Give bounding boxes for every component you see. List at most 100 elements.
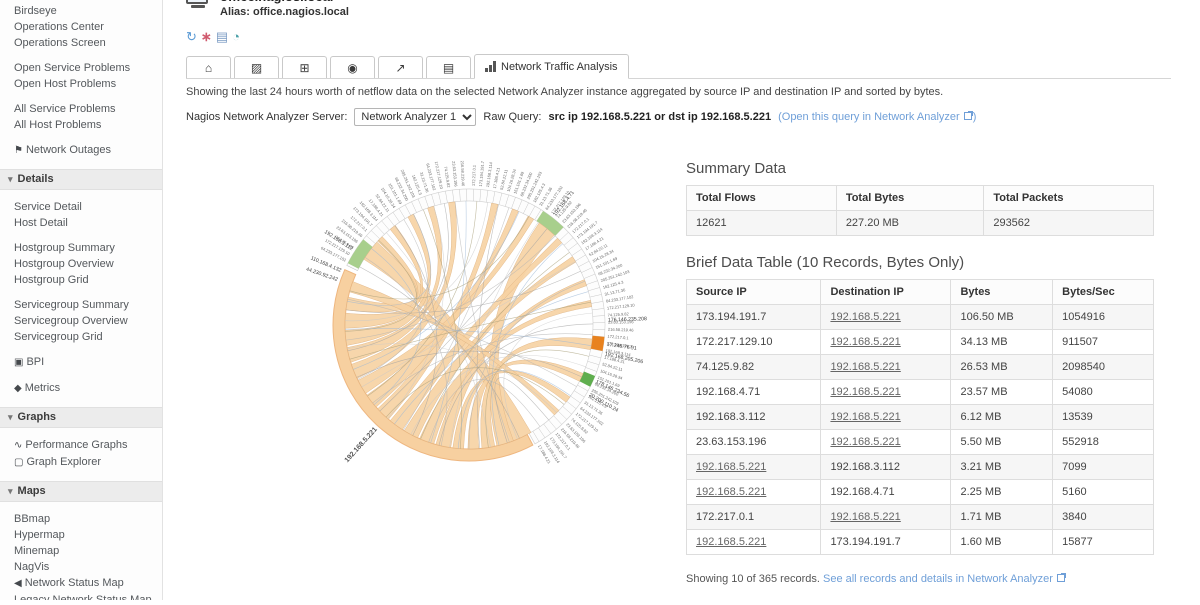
tab-advanced[interactable]: ⊞ [282, 56, 327, 78]
ip-link[interactable]: 192.168.5.221 [830, 436, 900, 448]
sidebar-item-hypermap[interactable]: Hypermap [0, 527, 162, 543]
tab-notes[interactable]: ▤ [426, 56, 471, 78]
tab-overview[interactable]: ⌂ [186, 56, 231, 78]
flag-icon: ⚑ [14, 145, 23, 156]
refresh-icon[interactable]: ↻ [186, 30, 197, 44]
sidebar-item-operations-center[interactable]: Operations Center [0, 19, 162, 35]
ip-link[interactable]: 192.168.5.221 [696, 461, 766, 473]
quick-actions: ↻ ∗ ▤ ◔ [186, 30, 240, 44]
cell: 192.168.5.221 [821, 380, 951, 405]
list-icon: ▤ [443, 61, 454, 75]
cell: 1.71 MB [951, 505, 1053, 530]
sidebar-item-graph-explorer[interactable]: ▢Graph Explorer [0, 454, 162, 471]
cell: 15877 [1053, 530, 1154, 555]
svg-text:172.217.0.1: 172.217.0.1 [607, 334, 629, 341]
chevron-down-icon: ▾ [8, 412, 13, 422]
sidebar-group: ∿Performance Graphs▢Graph Explorer [0, 437, 162, 471]
cell: 192.168.5.221 [821, 330, 951, 355]
netmap-icon: ◀ [14, 578, 22, 589]
sidebar-item-minemap[interactable]: Minemap [0, 543, 162, 559]
sidebar-item-all-host-problems[interactable]: All Host Problems [0, 117, 162, 133]
column-header-total-flows: Total Flows [687, 186, 837, 211]
sidebar-item-metrics[interactable]: ◆Metrics [0, 380, 162, 397]
column-header-destination-ip: Destination IP [821, 280, 951, 305]
records-count-text: Showing 10 of 365 records. [686, 573, 820, 585]
ip-link[interactable]: 192.168.5.221 [696, 486, 766, 498]
ip-link[interactable]: 192.168.5.221 [830, 311, 900, 323]
svg-text:192.168.5.221: 192.168.5.221 [344, 426, 379, 464]
sidebar-item-operations-screen[interactable]: Operations Screen [0, 35, 162, 51]
svg-text:216.58.219.46: 216.58.219.46 [460, 160, 466, 187]
sidebar-item-hostgroup-grid[interactable]: Hostgroup Grid [0, 272, 162, 288]
star-icon[interactable]: ∗ [201, 30, 212, 44]
ip-link[interactable]: 192.168.5.221 [830, 361, 900, 373]
sidebar-item-open-service-problems[interactable]: Open Service Problems [0, 60, 162, 76]
sidebar-item-service-detail[interactable]: Service Detail [0, 199, 162, 215]
sidebar-item-host-detail[interactable]: Host Detail [0, 215, 162, 231]
trend-icon: ↗ [395, 61, 405, 75]
gear-icon: ◉ [347, 61, 357, 75]
cell: 911507 [1053, 330, 1154, 355]
sidebar-item-legacy-network-status-map[interactable]: Legacy Network Status Map [0, 592, 162, 600]
cell: 293562 [984, 211, 1154, 236]
open-query-link[interactable]: (Open this query in Network Analyzer [778, 111, 960, 123]
sidebar-item-servicegroup-summary[interactable]: Servicegroup Summary [0, 297, 162, 313]
cell: 192.168.3.112 [821, 455, 951, 480]
sidebar-item-bpi[interactable]: ▣BPI [0, 354, 162, 371]
sidebar-item-network-status-map[interactable]: ◀Network Status Map [0, 575, 162, 592]
sidebar-item-network-outages[interactable]: ⚑Network Outages [0, 142, 162, 159]
globe-icon[interactable]: ◔ [232, 30, 240, 44]
sidebar-item-hostgroup-overview[interactable]: Hostgroup Overview [0, 256, 162, 272]
sidebar-item-birdseye[interactable]: Birdseye [0, 3, 162, 19]
tab-configure[interactable]: ◉ [330, 56, 375, 78]
see-all-records-link[interactable]: See all records and details in Network A… [823, 573, 1053, 585]
records-footer: Showing 10 of 365 records. See all recor… [686, 573, 1154, 585]
cell: 1.60 MB [951, 530, 1053, 555]
close-paren: ) [973, 111, 977, 123]
analyzer-server-select[interactable]: Network Analyzer 1 [354, 108, 476, 126]
cell: 74.125.9.82 [687, 355, 821, 380]
sidebar-item-open-host-problems[interactable]: Open Host Problems [0, 76, 162, 92]
cell: 192.168.5.221 [821, 355, 951, 380]
sidebar-section-maps[interactable]: ▾Maps [0, 481, 162, 502]
tab-capacity[interactable]: ↗ [378, 56, 423, 78]
svg-text:172.217.0.1: 172.217.0.1 [471, 164, 477, 186]
ip-link[interactable]: 192.168.5.221 [696, 536, 766, 548]
cell: 192.168.4.71 [687, 380, 821, 405]
cell: 192.168.3.112 [687, 405, 821, 430]
cell: 23.63.153.196 [687, 430, 821, 455]
cell: 192.168.5.221 [821, 305, 951, 330]
tab-network-traffic-analysis[interactable]: Network Traffic Analysis [474, 54, 629, 79]
sidebar-item-nagvis[interactable]: NagVis [0, 559, 162, 575]
column-header-source-ip: Source IP [687, 280, 821, 305]
page-icon[interactable]: ▤ [216, 30, 228, 44]
sidebar-section-graphs[interactable]: ▾Graphs [0, 407, 162, 428]
sidebar-group: ◆Metrics [0, 380, 162, 397]
sidebar-item-servicegroup-overview[interactable]: Servicegroup Overview [0, 313, 162, 329]
cell: 192.168.4.71 [821, 480, 951, 505]
sidebar-section-details[interactable]: ▾Details [0, 169, 162, 190]
ip-link[interactable]: 192.168.5.221 [830, 336, 900, 348]
tab-label: Network Traffic Analysis [501, 61, 618, 73]
sidebar-item-all-service-problems[interactable]: All Service Problems [0, 101, 162, 117]
cell: 26.53 MB [951, 355, 1053, 380]
sidebar-item-hostgroup-summary[interactable]: Hostgroup Summary [0, 240, 162, 256]
sidebar-item-performance-graphs[interactable]: ∿Performance Graphs [0, 437, 162, 454]
ip-link[interactable]: 192.168.5.221 [830, 411, 900, 423]
sidebar-item-servicegroup-grid[interactable]: Servicegroup Grid [0, 329, 162, 345]
sidebar-item-bbmap[interactable]: BBmap [0, 511, 162, 527]
ip-link[interactable]: 192.168.5.221 [830, 386, 900, 398]
tab-graphs[interactable]: ▨ [234, 56, 279, 78]
ip-link[interactable]: 192.168.5.221 [830, 511, 900, 523]
cell: 2.25 MB [951, 480, 1053, 505]
cell: 192.168.5.221 [821, 430, 951, 455]
cell: 173.194.191.7 [687, 305, 821, 330]
